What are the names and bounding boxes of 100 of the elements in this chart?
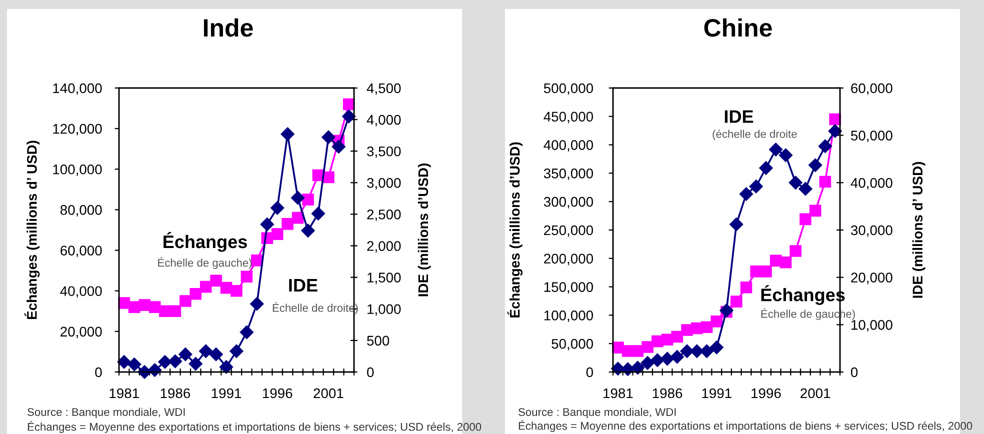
point [700, 321, 713, 334]
point [199, 344, 213, 358]
point [302, 194, 314, 206]
point [778, 148, 792, 162]
y-tick-label: 100,000 [53, 164, 102, 176]
point [809, 204, 822, 217]
y-tick-label: 50,000 [552, 338, 594, 350]
y-axis-title: Échanges (millions d’ USD) [24, 140, 40, 319]
y-tick-label: 200,000 [544, 254, 594, 266]
point [301, 224, 315, 238]
x-tick-label: 1986 [160, 388, 190, 398]
source-note: Source : Banque mondiale, WDI [518, 408, 676, 418]
y-tick-label: 300,000 [544, 196, 594, 208]
point [117, 355, 131, 369]
y-tick-label: 40,000 [60, 286, 102, 298]
y-tick-label: 0 [586, 367, 594, 378]
point [798, 182, 812, 196]
point [178, 348, 192, 362]
y-tick-label: 0 [95, 367, 102, 378]
x-tick-label: 1991 [702, 388, 732, 398]
x-tick-label: 2001 [800, 388, 830, 398]
point [749, 180, 763, 194]
x-tick-label: 1991 [212, 388, 242, 398]
point [680, 344, 694, 358]
point [621, 362, 635, 376]
point [180, 295, 192, 307]
point [670, 350, 684, 364]
y2-axis-title: IDE (millions d’USD) [418, 164, 431, 296]
point [808, 158, 822, 172]
y-tick-label: 100,000 [544, 310, 594, 322]
point [730, 218, 744, 232]
point [681, 324, 693, 336]
point [660, 352, 674, 366]
y2-tick-label: 2,000 [367, 241, 401, 253]
y-tick-label: 150,000 [544, 282, 594, 294]
y2-tick-label: 40,000 [850, 178, 892, 190]
point [710, 316, 723, 328]
point [730, 296, 742, 308]
point [630, 360, 644, 375]
y2-tick-label: 4,000 [366, 114, 401, 126]
point [671, 330, 684, 343]
point [780, 256, 792, 268]
point [760, 266, 772, 278]
y2-tick-label: 4,500 [366, 83, 401, 95]
point [292, 212, 304, 224]
point [282, 218, 294, 230]
y-tick-label: 350,000 [544, 168, 594, 180]
point [342, 110, 356, 124]
y-tick-label: 80,000 [60, 205, 102, 217]
series-label: IDE [724, 110, 754, 123]
source-note: Source : Banque mondiale, WDI [28, 408, 185, 418]
y-axis-title: Échanges (millions d’USD) [507, 142, 523, 318]
point [650, 353, 664, 367]
point [200, 280, 212, 293]
annotation: (échelle de droite [712, 130, 797, 140]
y-tick-label: 400,000 [544, 140, 594, 152]
point [740, 281, 752, 294]
point [270, 201, 284, 215]
y-tick-label: 250,000 [544, 225, 594, 237]
point [332, 140, 346, 154]
point [291, 191, 305, 205]
y2-tick-label: 1,500 [368, 272, 401, 284]
point [188, 357, 202, 371]
point [230, 284, 242, 297]
point [260, 218, 274, 232]
y-tick-label: 450,000 [544, 112, 594, 124]
y2-tick-label: 30,000 [850, 225, 892, 237]
point [271, 228, 284, 240]
point [788, 176, 802, 190]
text: Échanges = Moyenne des exportations et importations de biens + services; USD réels, 2000 [518, 420, 972, 432]
x-tick-label: 1981 [604, 388, 633, 398]
point [190, 288, 202, 300]
point [169, 305, 182, 318]
y-tick-label: 120,000 [53, 124, 102, 136]
y-tick-label: 20,000 [60, 326, 102, 338]
point [829, 113, 841, 126]
point [710, 340, 724, 354]
y2-tick-label: 0 [850, 367, 858, 378]
y2-tick-label: 1,000 [368, 304, 401, 316]
point [240, 325, 254, 340]
point [819, 176, 832, 188]
point [148, 301, 161, 313]
point [800, 213, 812, 226]
point [250, 297, 264, 311]
point [240, 270, 253, 283]
point [138, 365, 152, 379]
y-tick-label: 500,000 [544, 83, 594, 95]
y-tick-label: 140,000 [53, 83, 102, 95]
y2-tick-label: 60,000 [851, 83, 892, 95]
point [759, 161, 773, 175]
point [209, 348, 223, 362]
y-tick-label: 60,000 [60, 246, 102, 258]
y2-tick-label: 0 [367, 367, 374, 378]
point [280, 127, 294, 141]
point [818, 139, 832, 154]
x-tick-label: 1981 [110, 388, 139, 398]
point [158, 355, 172, 369]
y2-tick-label: 20,000 [851, 272, 892, 284]
point [220, 360, 234, 374]
y2-tick-label: 10,000 [851, 320, 892, 332]
